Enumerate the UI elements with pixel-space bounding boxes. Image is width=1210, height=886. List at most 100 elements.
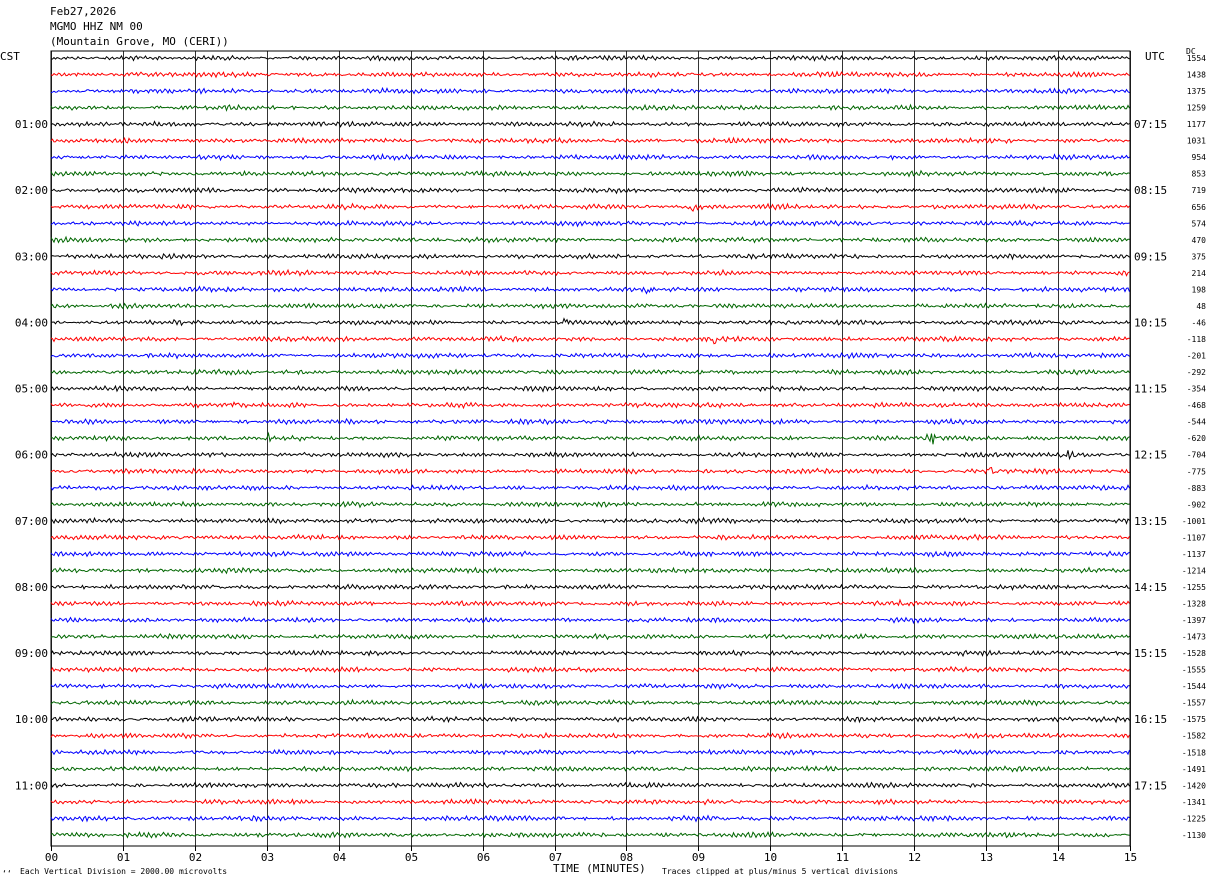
dc-offset-label: -1575: [1182, 715, 1206, 724]
header-station: MGMO HHZ NM 00: [50, 20, 143, 33]
trace-line: [50, 533, 1130, 541]
x-tick-label: 06: [477, 851, 490, 864]
cst-hour-label: 10:00: [15, 713, 48, 726]
trace-line: [50, 384, 1130, 393]
trace-line: [50, 351, 1130, 360]
cst-axis-title: CST: [0, 50, 20, 63]
trace-line: [50, 731, 1130, 740]
x-tick-label: 09: [692, 851, 705, 864]
dc-offset-label: 1259: [1187, 104, 1206, 113]
dc-offset-label: -1557: [1182, 699, 1206, 708]
cst-hour-label: 06:00: [15, 449, 48, 462]
trace-line: [50, 417, 1130, 426]
trace-line: [50, 566, 1130, 575]
dc-offset-label: -544: [1187, 418, 1206, 427]
trace-line: [50, 831, 1130, 839]
scale-note: Each Vertical Division = 2000.00 microvo…: [20, 867, 228, 876]
x-tick-label: 02: [189, 851, 202, 864]
dc-offset-label: 1438: [1187, 71, 1206, 80]
cst-hour-label: 04:00: [15, 316, 48, 329]
plot-frame: [50, 50, 1131, 847]
x-tick-label: 14: [1052, 851, 1066, 864]
dc-offset-label: -1214: [1182, 566, 1206, 575]
dc-offset-label: 1177: [1187, 120, 1206, 129]
x-tick-label: 05: [405, 851, 418, 864]
trace-line: [50, 516, 1130, 525]
dc-offset-label: 214: [1192, 269, 1207, 278]
dc-offset-label: -1001: [1182, 517, 1206, 526]
x-tick-label: 12: [908, 851, 921, 864]
dc-offset-label: -1328: [1182, 599, 1206, 608]
dc-offset-label: -1555: [1182, 666, 1206, 675]
x-tick-label: 10: [764, 851, 777, 864]
trace-line: [50, 431, 1130, 445]
trace-line: [50, 120, 1130, 128]
dc-offset-label: 198: [1192, 285, 1207, 294]
utc-hour-label: 07:15: [1134, 118, 1167, 131]
dc-offset-label: -292: [1187, 368, 1206, 377]
dc-offset-label: 375: [1192, 252, 1207, 261]
utc-hour-label: 15:15: [1134, 647, 1167, 660]
dc-offset-label: -201: [1187, 352, 1206, 361]
trace-line: [50, 814, 1130, 823]
dc-offset-label: 470: [1192, 236, 1207, 245]
trace-line: [50, 136, 1130, 145]
trace-line: [50, 302, 1130, 310]
dc-offset-label: -1255: [1182, 583, 1206, 592]
dc-offset-label: -620: [1187, 434, 1206, 443]
trace-line: [51, 748, 1130, 756]
utc-hour-label: 10:15: [1134, 316, 1167, 329]
dc-offset-label: -1491: [1182, 765, 1206, 774]
dc-offset-label: 1375: [1187, 87, 1206, 96]
x-tick-label: 08: [620, 851, 633, 864]
trace-line: [50, 70, 1130, 79]
trace-line: [50, 317, 1130, 327]
x-tick-label: 03: [261, 851, 274, 864]
trace-line: [50, 368, 1130, 376]
trace-line: [50, 583, 1130, 592]
trace-line: [50, 466, 1130, 476]
utc-hour-label: 17:15: [1134, 779, 1167, 792]
dc-axis-title: DC: [1186, 47, 1196, 56]
dc-offset-label: -118: [1187, 335, 1206, 344]
dc-offset-label: -1528: [1182, 649, 1206, 658]
trace-line: [50, 632, 1130, 641]
trace-line: [50, 698, 1130, 707]
trace-line: [50, 268, 1130, 277]
trace-line: [50, 616, 1130, 625]
dc-offset-label: 1554: [1187, 54, 1206, 63]
utc-hour-label: 11:15: [1134, 383, 1167, 396]
dc-offset-label: -1107: [1182, 533, 1206, 542]
dc-offset-label: -775: [1187, 467, 1206, 476]
utc-hour-label: 08:15: [1134, 184, 1167, 197]
trace-line: [50, 334, 1130, 345]
cst-hour-label: 07:00: [15, 515, 48, 528]
clip-note: Traces clipped at plus/minus 5 vertical …: [662, 867, 899, 876]
utc-axis-title: UTC: [1145, 50, 1165, 63]
x-tick-label: 15: [1124, 851, 1137, 864]
dc-offset-label: 853: [1192, 170, 1207, 179]
trace-line: [50, 764, 1130, 773]
dc-offset-label: -1137: [1182, 550, 1206, 559]
x-tick-label: 11: [836, 851, 849, 864]
cst-hour-label: 09:00: [15, 647, 48, 660]
trace-line: [50, 483, 1130, 492]
trace-line: [50, 715, 1130, 724]
trace-line: [50, 169, 1130, 178]
x-axis-title: TIME (MINUTES): [553, 862, 646, 875]
dc-offset-label: -1225: [1182, 814, 1206, 823]
dc-offset-label: -46: [1192, 318, 1207, 327]
trace-line: [50, 54, 1130, 62]
dc-offset-label: -468: [1187, 401, 1206, 410]
dc-offset-label: 48: [1196, 302, 1206, 311]
dc-offset-label: -1518: [1182, 748, 1206, 757]
x-tick-label: 04: [333, 851, 347, 864]
x-tick-label: 07: [549, 851, 562, 864]
trace-line: [50, 86, 1130, 95]
cst-hour-label: 08:00: [15, 581, 48, 594]
dc-offset-label: -1582: [1182, 732, 1206, 741]
dc-offset-label: 954: [1192, 153, 1207, 162]
trace-line: [50, 450, 1130, 461]
corner-mark: ‘‘: [2, 869, 12, 878]
